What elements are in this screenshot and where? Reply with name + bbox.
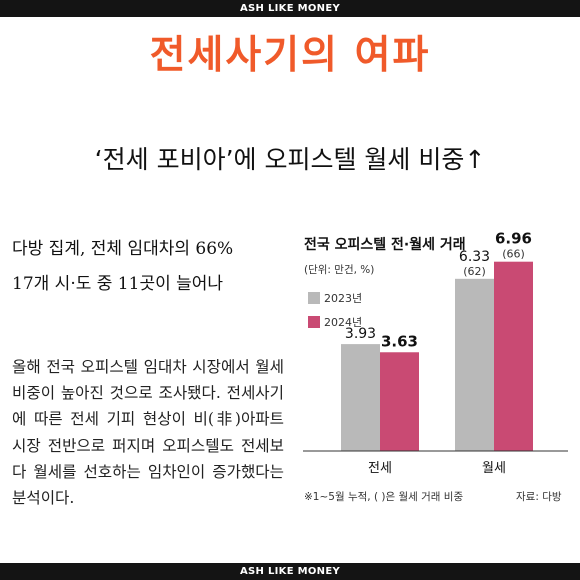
article-body: 올해 전국 오피스텔 임대차 시장에서 월세 비중이 높아진 것으로 조사됐다.… xyxy=(12,358,284,508)
chart-unit: (단위: 만건, %) xyxy=(304,264,375,276)
chart-title: 전국 오피스텔 전·월세 거래 xyxy=(304,237,466,253)
legend-label-2023: 2023년 xyxy=(324,292,363,305)
legend-item-2023: 2023년 xyxy=(308,290,362,306)
bar-전세-2023년 xyxy=(341,344,380,451)
bar-월세-2023년 xyxy=(455,278,494,451)
bar-전세-2024년 xyxy=(380,352,419,451)
data-label-월세-2023년: 6.33 xyxy=(459,249,490,265)
chart-footnote: ※1~5월 누적, ( )은 월세 거래 비중 xyxy=(304,491,464,503)
subhead-1: 다방 집계, 전체 임대차의 66% xyxy=(12,239,234,259)
legend-swatch-2024 xyxy=(308,316,320,328)
bar-월세-2024년 xyxy=(494,261,533,451)
brand-top-bar: ASH LIKE MONEY xyxy=(0,0,580,17)
data-label-전세-2024년: 3.63 xyxy=(381,332,418,350)
chart-source: 자료: 다방 xyxy=(516,491,562,503)
category-label-전세: 전세 xyxy=(368,461,392,476)
brand-bottom-bar: ASH LIKE MONEY xyxy=(0,563,580,580)
share-label-월세-2024년: (66) xyxy=(502,248,525,261)
subhead-2: 17개 시·도 중 11곳이 늘어나 xyxy=(12,274,224,294)
category-label-월세: 월세 xyxy=(482,461,506,476)
data-label-전세-2023년: 3.93 xyxy=(345,326,376,342)
legend-label-2024: 2024년 xyxy=(324,316,363,329)
data-label-월세-2024년: 6.96 xyxy=(495,230,532,248)
headline: ‘전세 포비아’에 오피스텔 월세 비중↑ xyxy=(94,145,486,174)
legend-swatch-2023 xyxy=(308,292,320,304)
legend-item-2024: 2024년 xyxy=(308,314,362,330)
share-label-월세-2023년: (62) xyxy=(463,265,486,278)
main-title: 전세사기의 여파 xyxy=(149,33,431,78)
